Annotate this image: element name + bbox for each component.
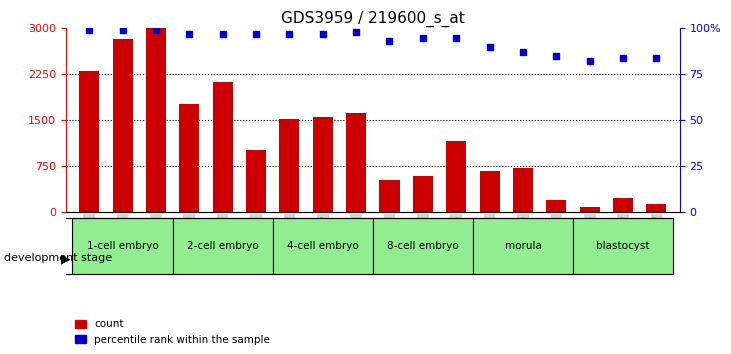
Text: GSM456654: GSM456654 bbox=[452, 215, 461, 270]
Point bbox=[183, 31, 195, 37]
Text: GSM456651: GSM456651 bbox=[352, 215, 360, 270]
Point bbox=[517, 50, 529, 55]
Text: GSM456657: GSM456657 bbox=[552, 215, 561, 270]
Bar bbox=[146, 28, 166, 212]
Text: GSM456650: GSM456650 bbox=[318, 215, 327, 270]
Text: 4-cell embryo: 4-cell embryo bbox=[287, 241, 359, 251]
Title: GDS3959 / 219600_s_at: GDS3959 / 219600_s_at bbox=[281, 11, 465, 27]
Bar bbox=[413, 176, 433, 212]
Point bbox=[450, 35, 462, 40]
Text: GSM456644: GSM456644 bbox=[118, 215, 127, 270]
Point bbox=[284, 31, 295, 37]
Point bbox=[384, 38, 395, 44]
Bar bbox=[473, 218, 573, 274]
Point bbox=[584, 59, 596, 64]
Text: GSM456653: GSM456653 bbox=[418, 215, 428, 270]
Bar bbox=[373, 218, 473, 274]
Point bbox=[651, 55, 662, 61]
Bar bbox=[313, 117, 333, 212]
Point bbox=[350, 29, 362, 35]
Point bbox=[317, 31, 329, 37]
Bar bbox=[580, 207, 599, 212]
Point bbox=[150, 27, 162, 33]
Bar bbox=[379, 181, 400, 212]
Bar bbox=[480, 171, 499, 212]
Text: ▶: ▶ bbox=[61, 252, 70, 265]
Legend: count, percentile rank within the sample: count, percentile rank within the sample bbox=[71, 315, 274, 349]
Point bbox=[217, 31, 229, 37]
Bar bbox=[446, 141, 466, 212]
Bar bbox=[573, 218, 673, 274]
Point bbox=[250, 31, 262, 37]
Point bbox=[117, 27, 129, 33]
Text: 1-cell embryo: 1-cell embryo bbox=[87, 241, 159, 251]
Text: GSM456658: GSM456658 bbox=[586, 215, 594, 270]
Bar bbox=[213, 82, 232, 212]
Text: GSM456660: GSM456660 bbox=[652, 215, 661, 270]
Text: GSM456647: GSM456647 bbox=[218, 215, 227, 270]
Bar bbox=[246, 150, 266, 212]
Bar bbox=[513, 168, 533, 212]
Text: morula: morula bbox=[504, 241, 542, 251]
Bar bbox=[279, 119, 300, 212]
Text: GSM456649: GSM456649 bbox=[285, 215, 294, 270]
Bar bbox=[72, 218, 173, 274]
Point bbox=[484, 44, 496, 50]
Bar bbox=[546, 200, 567, 212]
Text: development stage: development stage bbox=[4, 253, 112, 263]
Text: GSM456656: GSM456656 bbox=[518, 215, 528, 270]
Bar bbox=[346, 113, 366, 212]
Bar bbox=[113, 39, 132, 212]
Text: 8-cell embryo: 8-cell embryo bbox=[387, 241, 459, 251]
Bar bbox=[613, 198, 633, 212]
Text: GSM456659: GSM456659 bbox=[618, 215, 628, 270]
Bar bbox=[173, 218, 273, 274]
Text: blastocyst: blastocyst bbox=[596, 241, 650, 251]
Point bbox=[550, 53, 562, 59]
Text: GSM456643: GSM456643 bbox=[85, 215, 94, 270]
Text: GSM456646: GSM456646 bbox=[185, 215, 194, 270]
Text: GSM456652: GSM456652 bbox=[385, 215, 394, 270]
Point bbox=[83, 27, 95, 33]
Bar bbox=[273, 218, 373, 274]
Bar bbox=[646, 204, 667, 212]
Point bbox=[417, 35, 428, 40]
Text: GSM456645: GSM456645 bbox=[151, 215, 160, 270]
Text: 2-cell embryo: 2-cell embryo bbox=[186, 241, 259, 251]
Bar bbox=[179, 104, 200, 212]
Point bbox=[617, 55, 629, 61]
Text: GSM456655: GSM456655 bbox=[485, 215, 494, 270]
Text: GSM456648: GSM456648 bbox=[251, 215, 260, 270]
Bar bbox=[79, 71, 99, 212]
